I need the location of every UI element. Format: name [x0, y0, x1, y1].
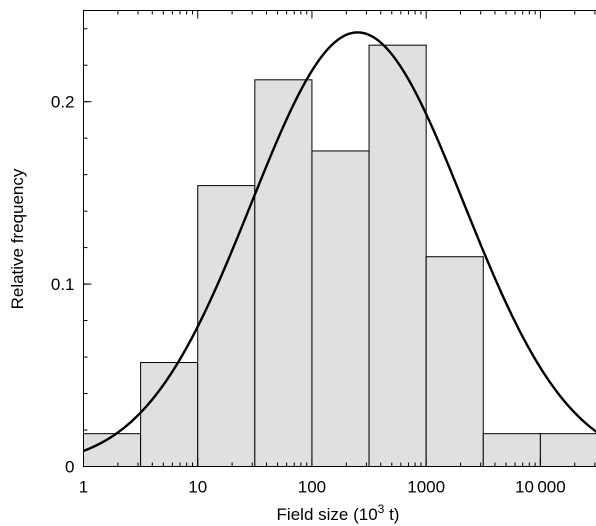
- x-tick-label: 10 000: [515, 478, 566, 497]
- x-tick-label: 10: [188, 478, 207, 497]
- x-axis-title: Field size (103 t): [277, 502, 400, 524]
- x-axis-title-tail: t): [384, 505, 399, 524]
- x-tick-label: 1: [79, 478, 88, 497]
- histogram-bar-5: [311, 150, 370, 467]
- y-tick-label: 0.1: [51, 275, 75, 294]
- histogram-bar-6: [368, 44, 427, 467]
- y-axis-title: Relative frequency: [8, 168, 27, 309]
- histogram-bar-7: [425, 256, 484, 467]
- x-tick-label: 100: [298, 478, 326, 497]
- histogram-bar-3: [197, 185, 256, 467]
- histogram-bar-1: [83, 433, 142, 467]
- y-tick-label: 0: [65, 458, 74, 477]
- y-tick-label: 0.2: [51, 93, 75, 112]
- x-axis-title-main: Field size (10: [277, 505, 378, 524]
- histogram-bar-9: [539, 433, 596, 467]
- x-tick-label: 1000: [407, 478, 445, 497]
- ticks-group: [83, 10, 596, 467]
- tick-labels-group: 1 10 100 1000 10 000 0 0.1 0.2: [51, 93, 566, 497]
- x-axis-title-superscript: 3: [378, 502, 385, 516]
- plot-frame: [83, 10, 596, 467]
- histogram-bar-4: [254, 79, 313, 467]
- histogram-bar-8: [482, 433, 541, 467]
- y-axis-title-group: Relative frequency: [8, 168, 27, 309]
- fit-curve: [83, 31, 596, 453]
- bars-group: [83, 44, 596, 468]
